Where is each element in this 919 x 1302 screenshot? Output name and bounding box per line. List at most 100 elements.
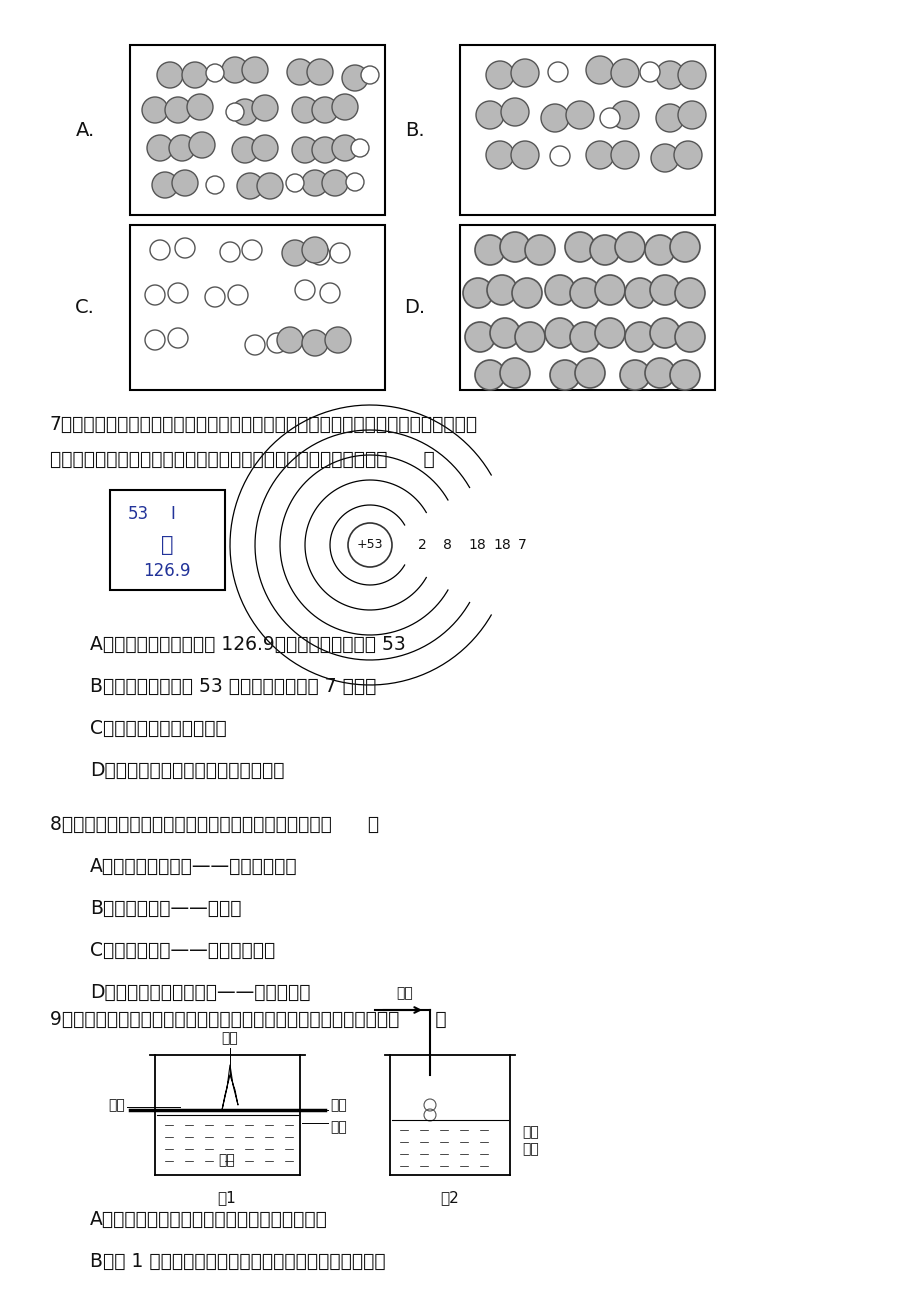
Text: 图2: 图2 [440, 1190, 459, 1204]
Circle shape [512, 279, 541, 309]
Circle shape [175, 238, 195, 258]
Text: 9．下图所示的一组实验可用于研究燃烧条件。下列说法中正确的是（      ）: 9．下图所示的一组实验可用于研究燃烧条件。下列说法中正确的是（ ） [50, 1010, 446, 1029]
Circle shape [610, 59, 639, 87]
Circle shape [490, 318, 519, 348]
Circle shape [165, 98, 191, 122]
Circle shape [570, 322, 599, 352]
Circle shape [244, 335, 265, 355]
Text: A．水与澄清石灰水——二氧化碳气体: A．水与澄清石灰水——二氧化碳气体 [90, 857, 298, 876]
Circle shape [624, 279, 654, 309]
Circle shape [168, 328, 187, 348]
Circle shape [574, 358, 605, 388]
Circle shape [242, 240, 262, 260]
Circle shape [168, 283, 187, 303]
Circle shape [544, 275, 574, 305]
Circle shape [256, 173, 283, 199]
Circle shape [351, 139, 369, 158]
Circle shape [501, 98, 528, 126]
Text: D．碘原子在化学反应中容易失去电子: D．碘原子在化学反应中容易失去电子 [90, 760, 284, 780]
Circle shape [462, 279, 493, 309]
Circle shape [307, 59, 333, 85]
Text: B.: B. [405, 121, 425, 139]
Circle shape [232, 137, 257, 163]
Text: 126.9: 126.9 [143, 562, 190, 579]
Circle shape [312, 137, 337, 163]
Text: B．图 1 中铜片上的白磷和红磷对比说明燃烧必须有氧气: B．图 1 中铜片上的白磷和红磷对比说明燃烧必须有氧气 [90, 1253, 385, 1271]
Text: 18: 18 [493, 538, 510, 552]
Circle shape [188, 132, 215, 158]
Text: 7: 7 [517, 538, 527, 552]
Text: +53: +53 [357, 539, 383, 552]
Bar [110, 490, 225, 590]
Text: 中提供的碘元素的信息及碘原子的结构示意图。下列说法错误的是（      ）: 中提供的碘元素的信息及碘原子的结构示意图。下列说法错误的是（ ） [50, 450, 435, 469]
Circle shape [324, 327, 351, 353]
Text: 7．随着日本福岛核电站放射性碘泄漏，碘这种元素被人们所认知。如图是元素周期表: 7．随着日本福岛核电站放射性碘泄漏，碘这种元素被人们所认知。如图是元素周期表 [50, 415, 478, 434]
Circle shape [614, 232, 644, 262]
Circle shape [301, 237, 328, 263]
Circle shape [540, 104, 568, 132]
Text: C．空气和氧气——带火星的木条: C．空气和氧气——带火星的木条 [90, 941, 275, 960]
Text: 18: 18 [468, 538, 485, 552]
Circle shape [330, 243, 349, 263]
Circle shape [464, 322, 494, 352]
Circle shape [486, 275, 516, 305]
Text: A．此组实验烧杯中的热水只起提高温度的作用: A．此组实验烧杯中的热水只起提高温度的作用 [90, 1210, 327, 1229]
Text: B．碘原子核外共有 53 个电子，最外层有 7 个电子: B．碘原子核外共有 53 个电子，最外层有 7 个电子 [90, 677, 376, 697]
Circle shape [291, 98, 318, 122]
Bar [460, 46, 714, 215]
Circle shape [226, 103, 244, 121]
Circle shape [651, 145, 678, 172]
Circle shape [232, 99, 257, 125]
Circle shape [342, 65, 368, 91]
Circle shape [589, 234, 619, 266]
Circle shape [322, 171, 347, 197]
Circle shape [655, 104, 683, 132]
Text: 热水: 热水 [330, 1120, 346, 1134]
Circle shape [312, 98, 337, 122]
Circle shape [599, 108, 619, 128]
Circle shape [221, 57, 248, 83]
Text: 热水: 热水 [521, 1125, 539, 1139]
Circle shape [650, 275, 679, 305]
Circle shape [182, 62, 208, 89]
Circle shape [655, 61, 683, 89]
Circle shape [169, 135, 195, 161]
Circle shape [474, 234, 505, 266]
Circle shape [267, 333, 287, 353]
Circle shape [570, 279, 599, 309]
Circle shape [237, 173, 263, 199]
Text: 红磷: 红磷 [221, 1031, 238, 1046]
Circle shape [474, 359, 505, 391]
Text: 碘: 碘 [161, 535, 173, 555]
Circle shape [525, 234, 554, 266]
Circle shape [301, 171, 328, 197]
Circle shape [172, 171, 198, 197]
Text: 8: 8 [443, 538, 451, 552]
Circle shape [310, 245, 330, 266]
Text: A.: A. [75, 121, 95, 139]
Circle shape [277, 327, 302, 353]
Circle shape [152, 172, 177, 198]
Circle shape [220, 242, 240, 262]
Circle shape [650, 318, 679, 348]
Text: 2: 2 [417, 538, 426, 552]
Circle shape [485, 141, 514, 169]
Circle shape [644, 234, 675, 266]
Circle shape [295, 280, 314, 299]
Text: 图1: 图1 [218, 1190, 236, 1204]
Circle shape [206, 64, 223, 82]
Circle shape [675, 279, 704, 309]
Circle shape [287, 59, 312, 85]
Text: C．碘元素属于非金属元素: C．碘元素属于非金属元素 [90, 719, 226, 738]
Circle shape [252, 135, 278, 161]
Circle shape [669, 232, 699, 262]
Circle shape [610, 141, 639, 169]
Circle shape [485, 61, 514, 89]
Circle shape [286, 174, 303, 191]
Text: B．硬水和软水——肥皂水: B．硬水和软水——肥皂水 [90, 898, 242, 918]
Bar [460, 225, 714, 391]
Circle shape [585, 141, 613, 169]
Circle shape [644, 358, 675, 388]
Text: 53: 53 [128, 505, 149, 523]
Circle shape [157, 62, 183, 89]
